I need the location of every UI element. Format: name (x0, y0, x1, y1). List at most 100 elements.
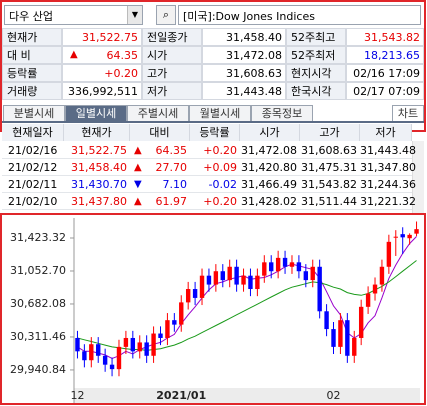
change-arrow: ▲ (134, 145, 142, 156)
scrollbar[interactable] (412, 141, 424, 213)
table-cell: 21/02/10 (2, 193, 64, 210)
candle-body (172, 320, 177, 325)
candle-body (331, 329, 336, 347)
candle-body (345, 320, 350, 356)
market-field: [미국]:Dow Jones Indices (178, 5, 421, 25)
candle-body (179, 302, 184, 325)
info-value: 31,543.82 (346, 28, 424, 46)
chart-frame (0, 213, 426, 405)
candle-body (317, 266, 322, 312)
y-tick-label: 29,940.84 (10, 363, 66, 376)
info-value: 31,522.75 (62, 28, 142, 46)
candle-body (358, 306, 364, 338)
info-value: 336,992,511 (62, 82, 142, 100)
symbol-input[interactable]: 다우 산업 (4, 5, 143, 25)
candle-body (303, 271, 309, 281)
search-button[interactable]: ⌕ (156, 5, 176, 25)
change-arrow: ▲ (70, 49, 78, 60)
table-cell: 31,443.48 (360, 144, 416, 159)
info-label: 저가 (142, 82, 202, 100)
info-label: 현지시각 (286, 64, 346, 82)
candle-body (151, 333, 156, 356)
chart-button[interactable]: 차트 (392, 105, 424, 122)
table-header: 대비 (130, 124, 190, 141)
candle-body (372, 284, 378, 294)
candle-body (116, 346, 122, 370)
candle-body (379, 266, 385, 285)
table-cell: +0.09 (190, 159, 240, 176)
info-label: 고가 (142, 64, 202, 82)
candle-body (109, 364, 115, 370)
table-cell: 31,420.80 (240, 159, 300, 176)
info-label: 52주최저 (286, 46, 346, 64)
candle-body (352, 337, 357, 356)
candle-body (386, 241, 392, 267)
table-cell: 61.97 (130, 193, 190, 210)
candle-body (137, 342, 142, 352)
candle-body (338, 320, 343, 347)
change-arrow: ▼ (134, 179, 142, 190)
y-tick-label: 31,423.32 (10, 231, 66, 244)
table-cell: 31,472.08 (240, 142, 300, 159)
tab[interactable]: 분별시세 (3, 105, 65, 122)
candle-body (269, 262, 274, 272)
candle-body (158, 333, 163, 338)
tab[interactable]: 주별시세 (127, 105, 189, 122)
candle-body (96, 344, 101, 356)
info-label: 현재가 (2, 28, 62, 46)
tab[interactable]: 월별시세 (189, 105, 251, 122)
table-cell: 31,244.36 (360, 178, 416, 193)
x-tick-label: 02 (327, 389, 341, 402)
info-value: 31,472.08 (202, 46, 286, 64)
table-header: 현재일자 (2, 124, 64, 141)
table-cell: +0.20 (190, 193, 240, 210)
table-cell: 31,437.80 (64, 193, 130, 210)
candle-body (400, 234, 405, 238)
info-value: 18,213.65 (346, 46, 424, 64)
tab[interactable]: 종목정보 (251, 105, 313, 122)
candle-body (102, 355, 108, 365)
candle-body (393, 236, 398, 238)
table-cell: 31,466.49 (240, 176, 300, 193)
info-label: 등락률 (2, 64, 62, 82)
info-label: 전일종가 (142, 28, 202, 46)
change-arrow: ▲ (134, 196, 142, 207)
table-cell: 31,475.31 (300, 159, 360, 176)
table-cell: 21/02/11 (2, 176, 64, 193)
candle-body (75, 337, 80, 352)
info-value: 31,608.63 (202, 64, 286, 82)
candle-body (130, 337, 136, 352)
tab-underline (2, 121, 424, 123)
candle-body (289, 262, 295, 267)
candle-body (144, 342, 149, 356)
candle-body (407, 234, 412, 239)
info-value: 31,443.48 (202, 82, 286, 100)
candle-chart: 31,423.32 31,052.70 30,682.08 30,311.46 29,9… (10, 218, 420, 403)
table-cell: 7.10 (130, 176, 190, 193)
candle-body (82, 351, 87, 361)
candle-body (213, 271, 219, 285)
table-cell: 31,608.63 (300, 142, 360, 159)
candle-body (241, 275, 246, 285)
info-label: 대 비 (2, 46, 62, 64)
moving-average (77, 260, 417, 351)
info-value: +0.20 (62, 64, 142, 82)
tab[interactable]: 일별시세 (65, 105, 127, 122)
info-label: 52주최고 (286, 28, 346, 46)
table-header: 고가 (300, 124, 360, 141)
dropdown-button[interactable]: ▼ (127, 6, 142, 24)
table-header: 현재가 (64, 124, 130, 141)
table-cell: 31,543.82 (300, 176, 360, 193)
x-tick-label: 12 (70, 389, 84, 402)
info-label: 한국시각 (286, 82, 346, 100)
info-value: 31,458.40 (202, 28, 286, 46)
info-label: 시가 (142, 46, 202, 64)
change-arrow: ▲ (134, 162, 142, 173)
candle-body (220, 271, 225, 281)
table-cell: 31,522.75 (64, 142, 130, 159)
table-cell: 31,428.02 (240, 193, 300, 210)
table-cell: 64.35 (130, 142, 190, 159)
candle-body (262, 262, 267, 276)
table-cell: 27.70 (130, 159, 190, 176)
